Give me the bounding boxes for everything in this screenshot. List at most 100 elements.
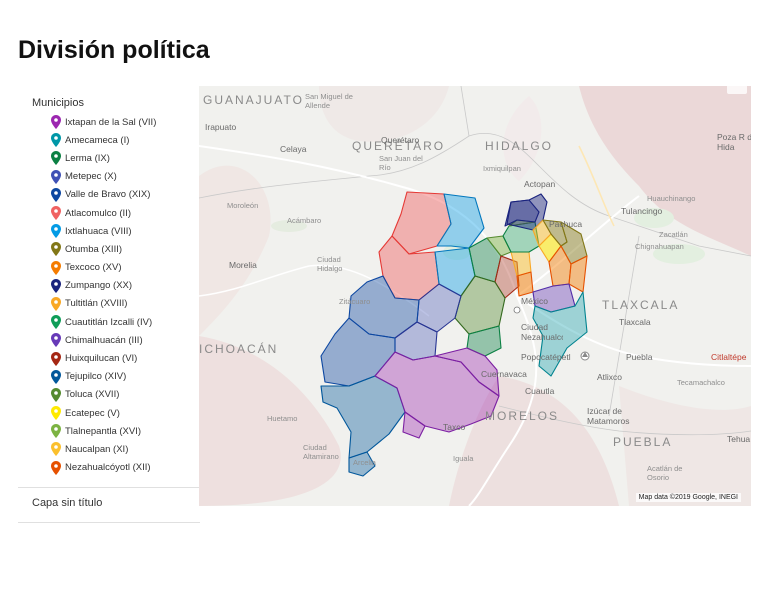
map-label-san-miguel: San Miguel de Allende <box>305 92 353 110</box>
map-terrain <box>199 86 751 506</box>
map-label-ixmiquilpan: Ixmiquilpan <box>483 164 521 173</box>
layer-title-municipios[interactable]: Municipios <box>32 97 84 109</box>
map-pin-icon <box>51 278 61 293</box>
map-label-michoacan: ICHOACÁN <box>199 342 279 356</box>
map-label-mexico: México <box>521 296 548 306</box>
legend-item[interactable]: Huixquilucan (VI) <box>51 349 200 367</box>
map-label-ciudad-neza: Ciudad Nezahualcóyotl <box>521 322 563 342</box>
map-label-queretaro: QUERÉTARO <box>352 139 446 153</box>
map-pin-icon <box>51 260 61 275</box>
legend-item[interactable]: Nezahualcóyotl (XII) <box>51 459 200 477</box>
map-label-san-juan: San Juan del Río <box>379 154 423 172</box>
map-pin-icon <box>51 406 61 421</box>
map-label-zitacuaro: Zitácuaro <box>339 297 371 306</box>
map-label-puebla-city: Puebla <box>626 352 653 362</box>
map-pin-icon <box>51 133 61 148</box>
legend-item[interactable]: Ixtlahuaca (VIII) <box>51 222 200 240</box>
legend-item[interactable]: Toluca (XVII) <box>51 386 200 404</box>
map-label-queretaro-city: Querétaro <box>381 135 420 145</box>
map-pin-icon <box>51 224 61 239</box>
map-label-acambaro: Acámbaro <box>287 216 322 225</box>
map-label-huauchinango: Huauchinango <box>647 194 696 203</box>
legend-item[interactable]: Tultitlán (XVIII) <box>51 295 200 313</box>
legend-item-label: Tlalnepantla (XVI) <box>65 425 142 437</box>
map-label-arcelia: Arcelia <box>353 458 376 467</box>
map-label-guanajuato: GUANAJUATO <box>203 93 304 107</box>
legend-item-label: Cuautitlán Izcalli (IV) <box>65 316 153 328</box>
legend-item[interactable]: Metepec (X) <box>51 168 200 186</box>
legend-item[interactable]: Tejupilco (XIV) <box>51 368 200 386</box>
map-label-cuautla: Cuautla <box>525 386 555 396</box>
map-label-moroleon: Moroleón <box>227 201 259 210</box>
map-label-citlaltepetl: Citlaltépe <box>711 352 747 362</box>
map-label-acatlan: Acatlán de Osorio <box>647 464 683 482</box>
legend-item-label: Valle de Bravo (XIX) <box>65 189 151 201</box>
legend-item-label: Metepec (X) <box>65 171 117 183</box>
legend-item[interactable]: Zumpango (XX) <box>51 277 200 295</box>
legend-item[interactable]: Texcoco (XV) <box>51 259 200 277</box>
map-label-ciudad-hidalgo: Ciudad Hidalgo <box>317 255 343 273</box>
map-label-popocatepetl: Popocatépetl <box>521 352 571 362</box>
map-label-hidalgo: HIDALGO <box>485 139 554 153</box>
map-pin-icon <box>51 169 61 184</box>
map-pin-icon <box>51 242 61 257</box>
legend-item-label: Ixtapan de la Sal (VII) <box>65 116 157 128</box>
legend-item[interactable]: Valle de Bravo (XIX) <box>51 186 200 204</box>
map-pin-icon <box>51 187 61 202</box>
legend-item-label: Texcoco (XV) <box>65 262 122 274</box>
map-pin-icon <box>51 206 61 221</box>
map-canvas[interactable]: GUANAJUATO San Miguel de Allende QUERÉTA… <box>199 86 751 506</box>
legend-item-label: Ixtlahuaca (VIII) <box>65 225 132 237</box>
map-label-ciudad-altamirano: Ciudad Altamirano <box>303 443 339 461</box>
legend-list: Ixtapan de la Sal (VII) Amecameca (I) Lerm… <box>18 113 200 477</box>
map-pin-icon <box>51 315 61 330</box>
legend-item[interactable]: Amecameca (I) <box>51 131 200 149</box>
map-label-irapuato: Irapuato <box>205 122 237 132</box>
map-label-chignahuapan: Chignahuapan <box>635 242 684 251</box>
map-label-cuernavaca: Cuernavaca <box>481 369 527 379</box>
map-label-tlaxcala-city: Tlaxcala <box>619 317 651 327</box>
map-label-tlaxcala: TLAXCALA <box>602 298 680 312</box>
map-label-actopan: Actopan <box>524 179 556 189</box>
legend-item-label: Naucalpan (XI) <box>65 443 129 455</box>
map-label-poza-rica: Poza R de Hida <box>717 132 751 152</box>
legend-item[interactable]: Cuautitlán Izcalli (IV) <box>51 313 200 331</box>
legend-item-label: Tultitlán (XVIII) <box>65 298 128 310</box>
legend-item-label: Tejupilco (XIV) <box>65 371 127 383</box>
legend-item[interactable]: Atlacomulco (II) <box>51 204 200 222</box>
legend-item[interactable]: Lerma (IX) <box>51 149 200 167</box>
legend-item[interactable]: Otumba (XIII) <box>51 240 200 258</box>
legend-item-label: Nezahualcóyotl (XII) <box>65 462 151 474</box>
legend-item[interactable]: Tlalnepantla (XVI) <box>51 422 200 440</box>
map-label-iguala: Iguala <box>453 454 474 463</box>
legend-item-label: Otumba (XIII) <box>65 243 123 255</box>
map-label-tulancingo: Tulancingo <box>621 206 663 216</box>
legend-item-label: Zumpango (XX) <box>65 280 133 292</box>
map-label-pachuca: Pachuca <box>549 219 583 229</box>
legend-item-label: Huixquilucan (VI) <box>65 353 138 365</box>
map-label-izucar: Izúcar de Matamoros <box>587 406 630 426</box>
map-label-huetamo: Huetamo <box>267 414 298 423</box>
layer-untitled[interactable]: Capa sin título <box>18 487 200 523</box>
map-label-morelos: MORELOS <box>485 409 560 423</box>
legend-item[interactable]: Naucalpan (XI) <box>51 440 200 458</box>
map-label-puebla-state: PUEBLA <box>613 435 673 449</box>
map-legend: Municipios Ixtapan de la Sal (VII) Amecam… <box>18 88 200 477</box>
legend-item[interactable]: Ixtapan de la Sal (VII) <box>51 113 200 131</box>
legend-item-label: Atlacomulco (II) <box>65 207 131 219</box>
map-attribution: Map data ©2019 Google, INEGI <box>635 493 741 502</box>
legend-item[interactable]: Ecatepec (V) <box>51 404 200 422</box>
map-pin-icon <box>51 151 61 166</box>
legend-item[interactable]: Chimalhuacán (III) <box>51 331 200 349</box>
map-label-tehua: Tehua <box>727 434 751 444</box>
legend-item-label: Amecameca (I) <box>65 134 130 146</box>
map-label-atlixco: Atlixco <box>597 372 623 382</box>
map-label-tecamachalco: Tecamachalco <box>677 378 725 387</box>
layer-untitled-label: Capa sin título <box>32 497 103 509</box>
legend-item-label: Chimalhuacán (III) <box>65 334 143 346</box>
map-pin-icon <box>51 115 61 130</box>
legend-item-label: Toluca (XVII) <box>65 389 120 401</box>
map-pin-icon <box>51 460 61 475</box>
legend-item-label: Lerma (IX) <box>65 152 110 164</box>
legend-item-label: Ecatepec (V) <box>65 407 120 419</box>
